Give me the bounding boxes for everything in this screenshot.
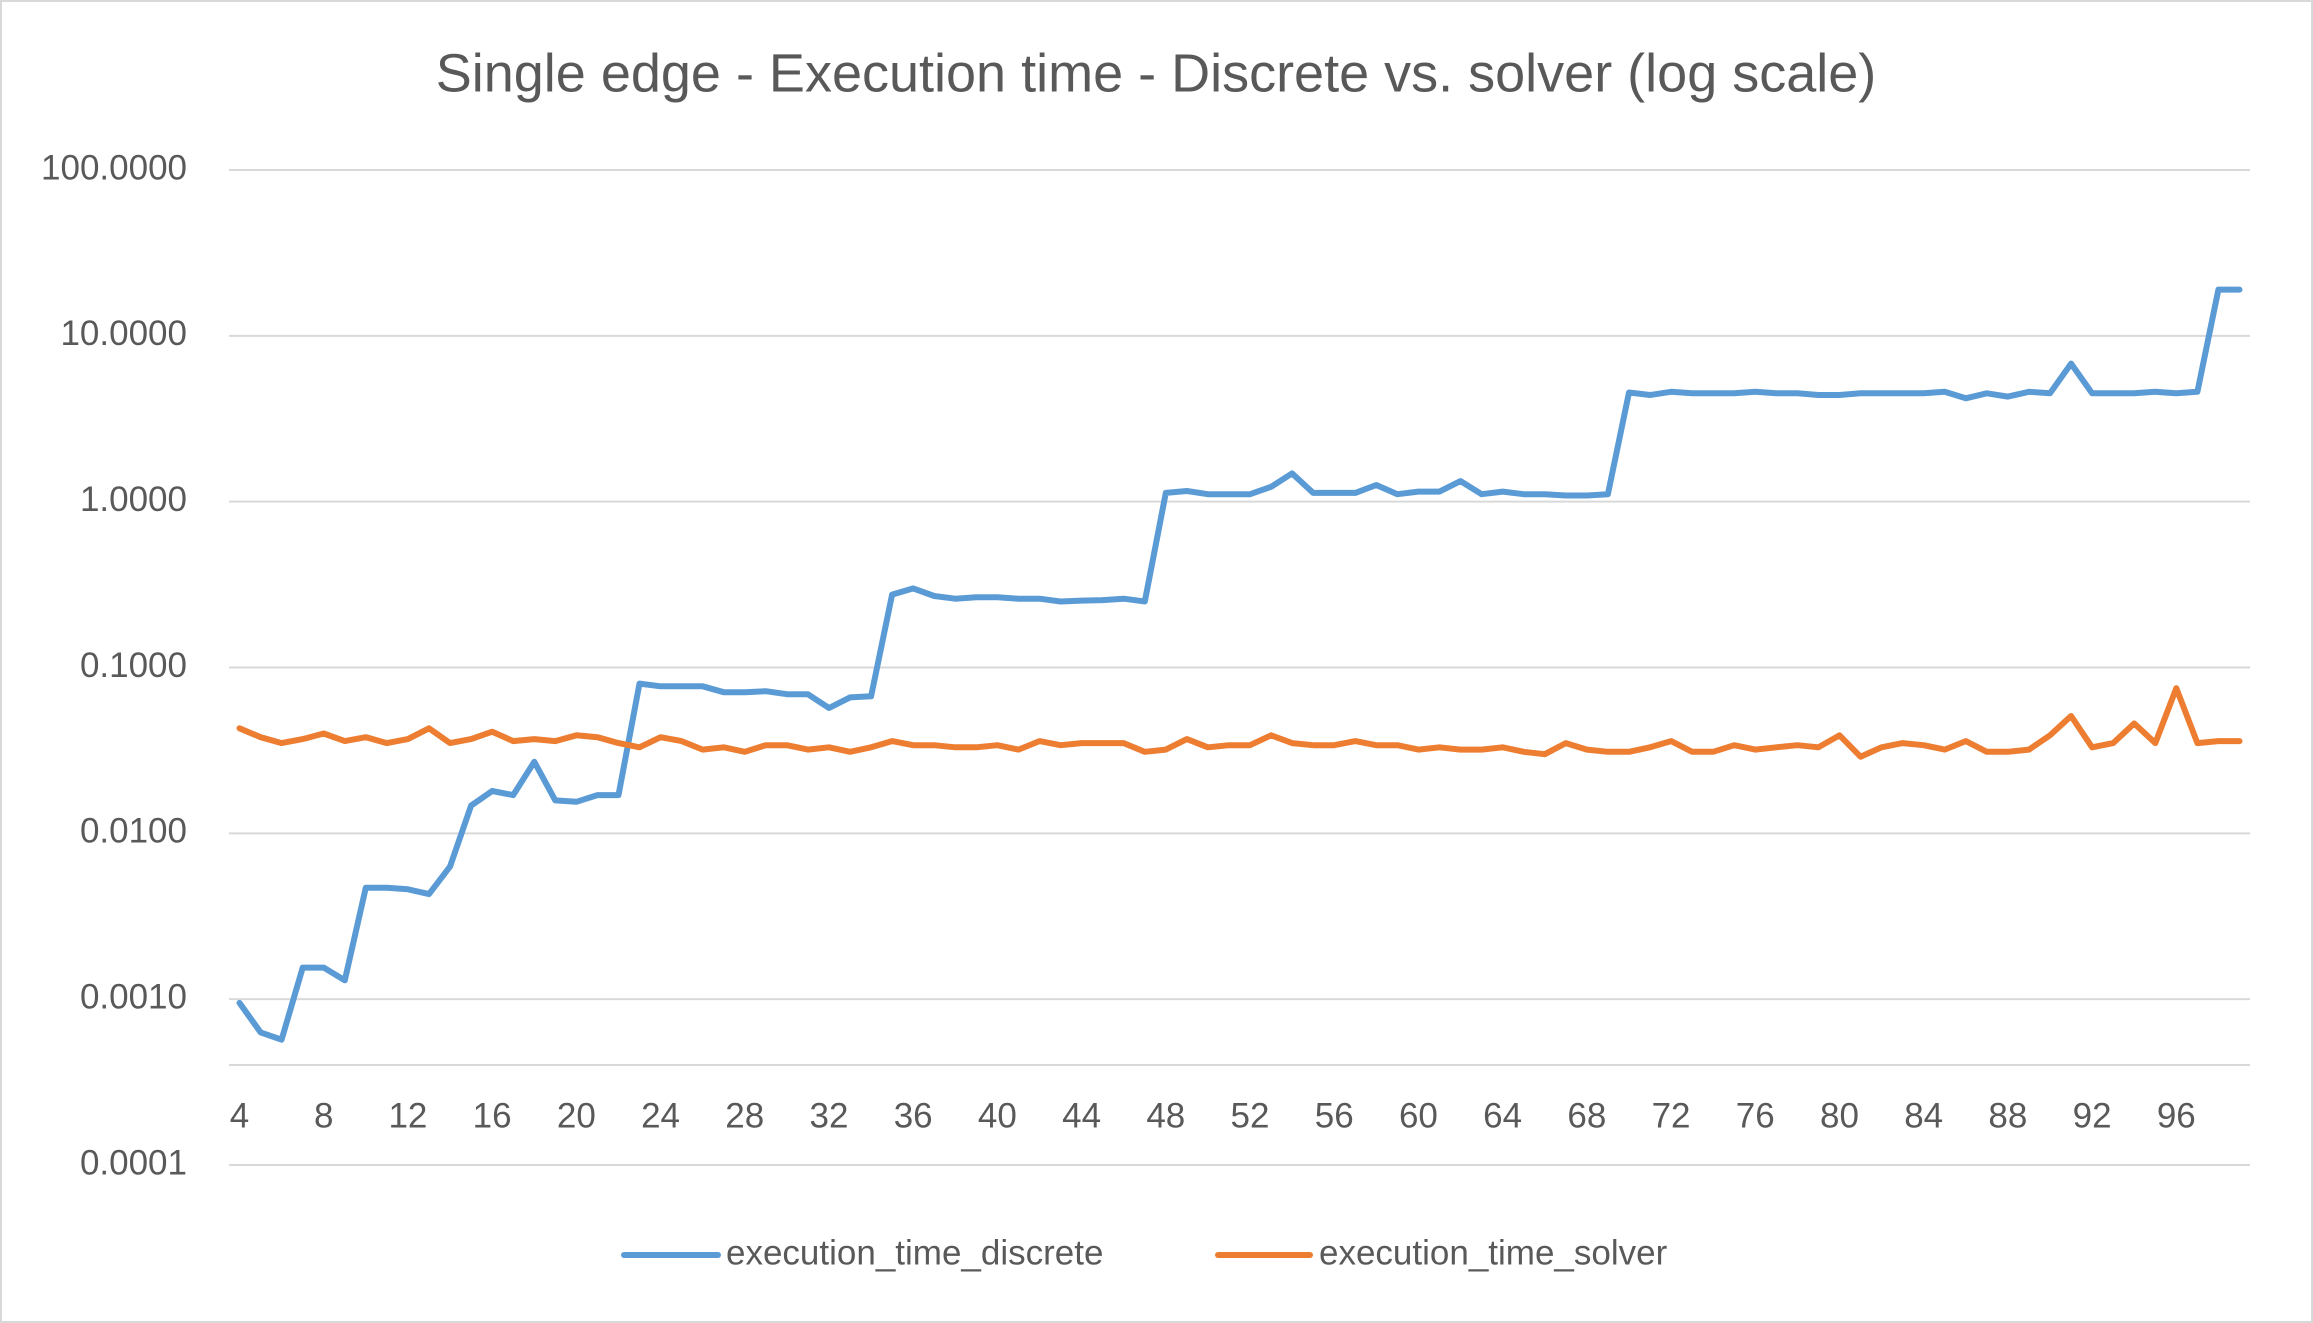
x-tick-label: 24 (641, 1096, 680, 1135)
x-tick-label: 76 (1736, 1096, 1775, 1135)
x-tick-label: 64 (1483, 1096, 1522, 1135)
x-tick-label: 40 (978, 1096, 1017, 1135)
x-tick-label: 8 (314, 1096, 333, 1135)
x-tick-label: 72 (1652, 1096, 1691, 1135)
y-tick-label: 0.1000 (80, 646, 187, 685)
x-tick-label: 4 (230, 1096, 249, 1135)
x-tick-label: 68 (1567, 1096, 1606, 1135)
legend-label: execution_time_discrete (726, 1233, 1103, 1272)
x-tick-label: 48 (1146, 1096, 1185, 1135)
legend-label: execution_time_solver (1319, 1233, 1668, 1272)
x-tick-label: 44 (1062, 1096, 1101, 1135)
x-tick-label: 28 (725, 1096, 764, 1135)
y-tick-label: 1.0000 (80, 480, 187, 519)
x-tick-label: 60 (1399, 1096, 1438, 1135)
y-tick-label: 10.0000 (60, 314, 187, 353)
x-tick-label: 88 (1988, 1096, 2027, 1135)
x-tick-label: 92 (2073, 1096, 2112, 1135)
x-tick-label: 12 (388, 1096, 427, 1135)
x-tick-label: 96 (2157, 1096, 2196, 1135)
series-line (236, 685, 2243, 760)
x-tick-label: 80 (1820, 1096, 1859, 1135)
x-tick-label: 84 (1904, 1096, 1943, 1135)
x-tick-label: 36 (894, 1096, 933, 1135)
y-tick-label: 0.0010 (80, 977, 187, 1016)
y-tick-label: 100.0000 (41, 148, 187, 187)
x-tick-label: 16 (473, 1096, 512, 1135)
x-tick-label: 32 (810, 1096, 849, 1135)
chart-title: Single edge - Execution time - Discrete … (436, 43, 1877, 103)
x-tick-label: 20 (557, 1096, 596, 1135)
x-tick-label: 56 (1315, 1096, 1354, 1135)
series-line (236, 286, 2243, 1043)
y-tick-label: 0.0100 (80, 812, 187, 851)
x-tick-label: 52 (1231, 1096, 1270, 1135)
y-tick-label: 0.0001 (80, 1143, 187, 1182)
